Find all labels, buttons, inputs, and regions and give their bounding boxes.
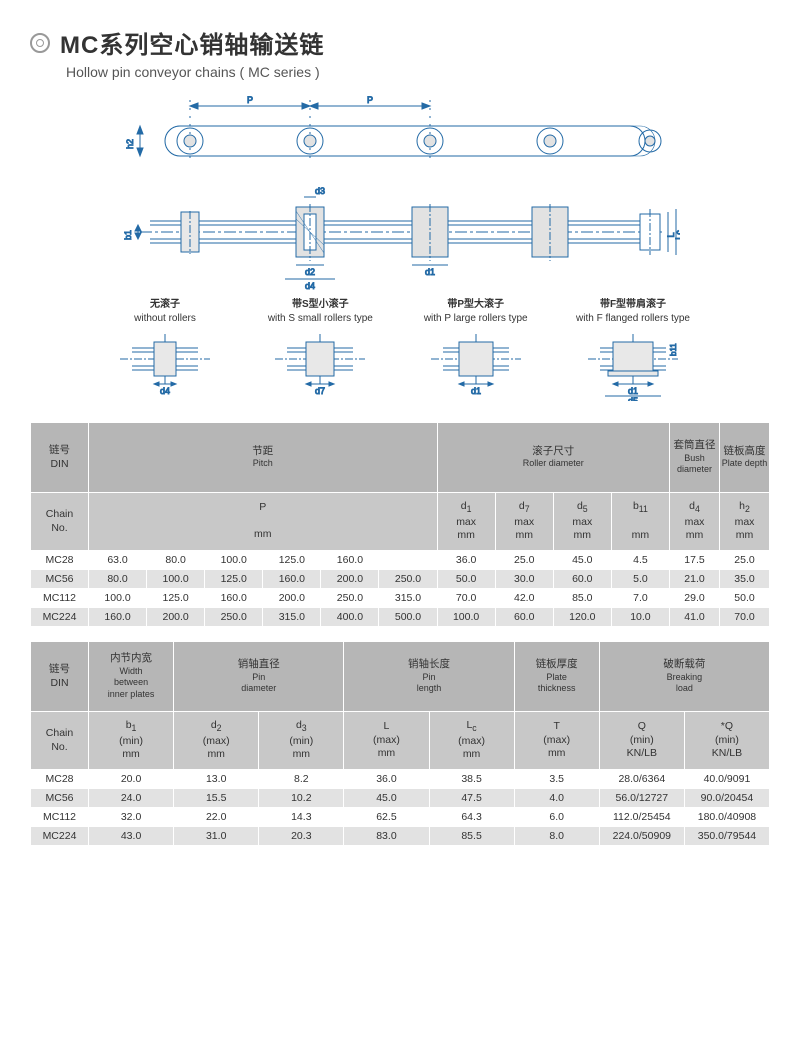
svg-text:Lc: Lc bbox=[674, 230, 680, 240]
t1-g1-en: Pitch bbox=[89, 458, 437, 470]
t1-g0-en: DIN bbox=[31, 458, 88, 472]
dim-p1: P bbox=[247, 95, 253, 105]
t2-g4-cn: 链板厚度 bbox=[515, 658, 599, 672]
variant-0: 无滚子without rollers d4 bbox=[110, 298, 220, 406]
table-row: MC112100.0125.0160.0200.0250.0315.070.04… bbox=[31, 589, 770, 608]
svg-text:d7: d7 bbox=[315, 386, 325, 396]
svg-text:d4: d4 bbox=[305, 281, 315, 291]
table-row: MC224160.0200.0250.0315.0400.0500.0100.0… bbox=[31, 608, 770, 627]
bullet-icon bbox=[30, 33, 50, 53]
t1-g2-cn: 滚子尺寸 bbox=[438, 445, 669, 459]
variants-row: 无滚子without rollers d4 带S型小滚子with S small… bbox=[110, 298, 690, 406]
svg-text:d4: d4 bbox=[160, 386, 170, 396]
table-row: MC11232.022.014.362.564.36.0112.0/254541… bbox=[31, 808, 770, 827]
table-2: 链号 DIN 内节内宽 Width between inner plates 销… bbox=[30, 641, 770, 846]
title-en: Hollow pin conveyor chains ( MC series ) bbox=[66, 64, 770, 80]
t2-g1-cn: 内节内宽 bbox=[89, 652, 173, 666]
table-row: MC2820.013.08.236.038.53.528.0/636440.0/… bbox=[31, 770, 770, 789]
svg-text:d1: d1 bbox=[628, 386, 638, 396]
svg-text:d1: d1 bbox=[425, 267, 435, 277]
variant-3: 带F型带肩滚子with F flanged rollers type d1 d5… bbox=[576, 298, 690, 406]
t2-g2-en: Pin diameter bbox=[174, 672, 343, 695]
svg-text:b1: b1 bbox=[123, 230, 133, 240]
t1-g0-cn: 链号 bbox=[31, 444, 88, 458]
dim-p2: P bbox=[367, 95, 373, 105]
diagram-area: P P h2 bbox=[30, 94, 770, 406]
svg-text:d5: d5 bbox=[628, 396, 638, 401]
t2-g1-en: Width between inner plates bbox=[89, 666, 173, 701]
t2-g5-en: Breaking load bbox=[600, 672, 769, 695]
t2-g3-cn: 销轴长度 bbox=[344, 658, 513, 672]
chain-diagram: P P h2 bbox=[120, 94, 680, 294]
variant-1: 带S型小滚子with S small rollers type d7 bbox=[265, 298, 375, 406]
t2-g3-en: Pin length bbox=[344, 672, 513, 695]
t2-g0-cn: 链号 bbox=[31, 663, 88, 677]
svg-text:d2: d2 bbox=[305, 267, 315, 277]
svg-text:d3: d3 bbox=[315, 186, 325, 196]
t1-g3-en: Bush diameter bbox=[670, 453, 719, 476]
title-cn: MC系列空心销轴输送链 bbox=[60, 25, 324, 60]
t1-g4-cn: 链板高度 bbox=[720, 445, 769, 459]
svg-text:h2: h2 bbox=[125, 139, 135, 149]
t1-g2-en: Roller diameter bbox=[438, 458, 669, 470]
t1-g1-cn: 节距 bbox=[89, 445, 437, 459]
table-row: MC5680.0100.0125.0160.0200.0250.050.030.… bbox=[31, 570, 770, 589]
table-row: MC22443.031.020.383.085.58.0224.0/509093… bbox=[31, 827, 770, 846]
table-row: MC2863.080.0100.0125.0160.036.025.045.04… bbox=[31, 551, 770, 570]
t1-g3-cn: 套筒直径 bbox=[670, 439, 719, 453]
t1-g4-en: Plate depth bbox=[720, 458, 769, 470]
page-title-row: MC系列空心销轴输送链 bbox=[30, 25, 770, 60]
t2-g0-en: DIN bbox=[31, 677, 88, 691]
table-row: MC5624.015.510.245.047.54.056.0/1272790.… bbox=[31, 789, 770, 808]
table-1: 链号 DIN 节距 Pitch 滚子尺寸 Roller diameter 套筒直… bbox=[30, 422, 770, 627]
svg-text:d1: d1 bbox=[471, 386, 481, 396]
t2-g4-en: Plate thickness bbox=[515, 672, 599, 695]
t2-g5-cn: 破断载荷 bbox=[600, 658, 769, 672]
svg-text:b11: b11 bbox=[669, 343, 678, 356]
variant-2: 带P型大滚子with P large rollers type d1 bbox=[421, 298, 531, 406]
t2-g2-cn: 销轴直径 bbox=[174, 658, 343, 672]
